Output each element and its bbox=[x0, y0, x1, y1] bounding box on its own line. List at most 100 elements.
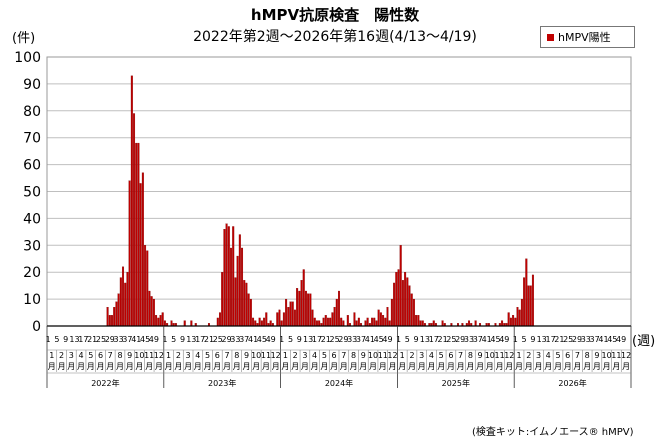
x-month-suffix: 月 bbox=[486, 362, 494, 371]
x-week-label: 9 bbox=[180, 335, 185, 344]
x-month-number: 2 bbox=[526, 351, 531, 360]
x-week-label: 33 bbox=[581, 335, 591, 344]
x-week-label: 9 bbox=[297, 335, 302, 344]
x-month-number: 9 bbox=[127, 351, 132, 360]
x-month-suffix: 月 bbox=[165, 362, 173, 371]
bar bbox=[130, 75, 133, 327]
x-month-label: 10 月 bbox=[485, 351, 495, 371]
bar bbox=[509, 317, 512, 327]
x-week-label: 49 bbox=[149, 335, 159, 344]
x-month-number: 11 bbox=[261, 351, 271, 360]
x-month-suffix: 月 bbox=[126, 362, 134, 371]
x-month-suffix: 月 bbox=[379, 362, 387, 371]
x-month-label: 12 月 bbox=[504, 351, 514, 371]
x-month-number: 2 bbox=[59, 351, 64, 360]
x-month-number: 6 bbox=[98, 351, 103, 360]
bar bbox=[124, 282, 127, 327]
x-month-label: 3月 bbox=[535, 351, 543, 371]
bar bbox=[139, 183, 142, 327]
x-month-suffix: 月 bbox=[97, 362, 105, 371]
bar bbox=[393, 282, 396, 327]
bar bbox=[401, 280, 404, 327]
x-month-number: 1 bbox=[400, 351, 405, 360]
bar bbox=[518, 309, 521, 327]
x-week-label: 1 bbox=[513, 335, 518, 344]
x-week-label: 49 bbox=[616, 335, 626, 344]
chart-subtitle: 2022年第2週～2026年第16週(4/13～4/19) bbox=[193, 29, 477, 45]
bar bbox=[146, 250, 149, 327]
x-year-label: 2026年 bbox=[558, 378, 586, 388]
bar bbox=[395, 272, 398, 327]
x-month-number: 2 bbox=[176, 351, 181, 360]
bar bbox=[245, 282, 248, 327]
bar bbox=[531, 274, 534, 327]
y-tick-label: 100 bbox=[14, 50, 41, 66]
bar bbox=[287, 307, 290, 327]
y-tick-label: 80 bbox=[23, 104, 41, 120]
x-month-suffix: 月 bbox=[194, 362, 202, 371]
x-month-label: 1月 bbox=[515, 351, 523, 371]
legend-swatch bbox=[547, 33, 554, 41]
x-month-number: 12 bbox=[271, 351, 281, 360]
bar bbox=[432, 320, 435, 327]
y-tick-label: 50 bbox=[23, 185, 41, 201]
x-week-label: 29 bbox=[222, 335, 232, 344]
x-month-suffix: 月 bbox=[505, 362, 513, 371]
x-month-suffix: 月 bbox=[106, 362, 114, 371]
bar bbox=[338, 290, 340, 327]
x-month-number: 8 bbox=[585, 351, 590, 360]
x-month-number: 6 bbox=[448, 351, 453, 360]
bar bbox=[384, 317, 387, 327]
x-month-label: 12 月 bbox=[154, 351, 164, 371]
bar bbox=[501, 320, 504, 327]
bar bbox=[421, 320, 424, 327]
x-week-label: 5 bbox=[288, 335, 293, 344]
x-month-suffix: 月 bbox=[58, 362, 66, 371]
x-week-label: 45 bbox=[374, 335, 384, 344]
x-month-number: 12 bbox=[504, 351, 514, 360]
x-month-label: 2月 bbox=[291, 351, 299, 371]
bar bbox=[300, 280, 303, 327]
x-month-suffix: 月 bbox=[564, 362, 572, 371]
x-week-label: 5 bbox=[171, 335, 176, 344]
x-month-number: 8 bbox=[351, 351, 356, 360]
bar bbox=[128, 180, 131, 327]
x-month-suffix: 月 bbox=[145, 362, 153, 371]
x-month-label: 12 月 bbox=[387, 351, 397, 371]
x-week-label: 25 bbox=[213, 335, 223, 344]
x-month-label: 4月 bbox=[544, 351, 552, 371]
x-week-label: 37 bbox=[356, 335, 366, 344]
bar bbox=[247, 293, 250, 327]
x-month-suffix: 月 bbox=[116, 362, 124, 371]
bar bbox=[340, 317, 343, 327]
bar bbox=[265, 312, 268, 327]
x-week-label: 41 bbox=[365, 335, 375, 344]
bar bbox=[304, 290, 307, 327]
bar bbox=[243, 280, 246, 327]
x-month-suffix: 月 bbox=[223, 362, 231, 371]
x-month-suffix: 月 bbox=[77, 362, 85, 371]
x-month-suffix: 月 bbox=[466, 362, 474, 371]
x-month-label: 6月 bbox=[330, 351, 338, 371]
x-week-label: 25 bbox=[330, 335, 340, 344]
x-month-label: 4月 bbox=[427, 351, 435, 371]
bar bbox=[296, 288, 299, 327]
bar bbox=[377, 309, 380, 327]
x-month-number: 7 bbox=[341, 351, 346, 360]
x-week-label: 45 bbox=[140, 335, 150, 344]
x-month-number: 11 bbox=[611, 351, 621, 360]
x-month-suffix: 月 bbox=[389, 362, 397, 371]
x-month-suffix: 月 bbox=[525, 362, 533, 371]
x-month-label: 8月 bbox=[466, 351, 474, 371]
x-axis-unit: (週) bbox=[632, 334, 656, 349]
bar bbox=[406, 277, 409, 327]
bar bbox=[263, 317, 266, 327]
bar bbox=[291, 301, 294, 327]
x-month-suffix: 月 bbox=[350, 362, 358, 371]
bar bbox=[357, 317, 360, 327]
x-month-number: 8 bbox=[117, 351, 122, 360]
x-month-number: 5 bbox=[555, 351, 560, 360]
x-month-number: 9 bbox=[478, 351, 483, 360]
x-month-label: 10 月 bbox=[368, 351, 378, 371]
